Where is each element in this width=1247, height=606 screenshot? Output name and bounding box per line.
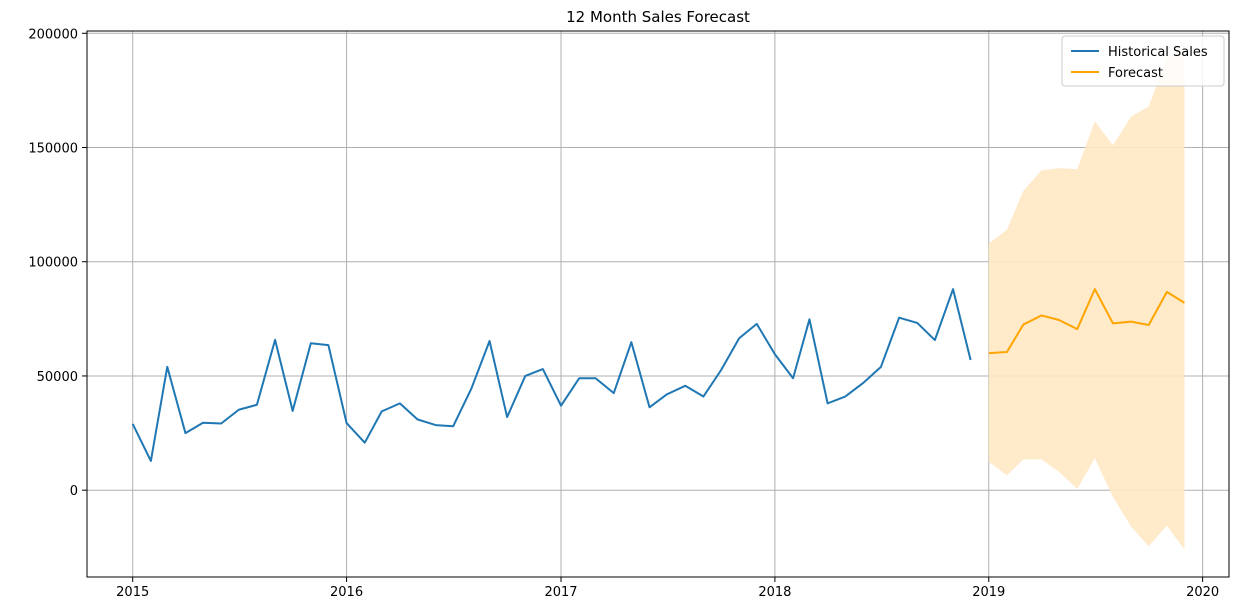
historical-point <box>898 317 900 319</box>
x-tick-label: 2017 <box>544 585 577 600</box>
y-tick-label: 0 <box>70 484 78 499</box>
historical-point <box>560 405 562 407</box>
y-tick-label: 50000 <box>37 370 78 385</box>
forecast-point <box>1130 321 1132 323</box>
historical-point <box>506 416 508 418</box>
series-line-layer <box>131 288 1185 462</box>
historical-point <box>150 460 152 462</box>
x-tick-label: 2018 <box>758 585 791 600</box>
historical-point <box>381 410 383 412</box>
historical-point <box>630 341 632 343</box>
grid-layer <box>87 31 1229 577</box>
historical-point <box>310 342 312 344</box>
forecast-point <box>1112 322 1114 324</box>
confidence-band-layer <box>988 46 1185 550</box>
historical-point <box>399 402 401 404</box>
historical-sales-line <box>131 288 972 462</box>
historical-point <box>256 404 258 406</box>
forecast-point <box>1166 291 1168 293</box>
historical-point <box>934 339 936 341</box>
forecast-line <box>988 288 1185 355</box>
historical-point <box>720 369 722 371</box>
forecast-point <box>1076 328 1078 330</box>
tick-layer: 2015 2016 2017 2018 2019 2020 0 50000 100000 1500… <box>28 27 1219 600</box>
historical-point <box>364 442 366 444</box>
historical-point <box>489 340 491 342</box>
forecast-point <box>1094 288 1096 290</box>
historical-point <box>202 422 204 424</box>
forecast-point <box>1040 314 1042 316</box>
historical-point <box>435 424 437 426</box>
legend-label: Forecast <box>1108 66 1163 81</box>
legend-label: Historical Sales <box>1108 45 1208 60</box>
forecast-point <box>1006 351 1008 353</box>
historical-point <box>844 396 846 398</box>
historical-point <box>132 423 134 425</box>
historical-point <box>916 322 918 324</box>
historical-point <box>595 377 597 379</box>
forecast-confidence-band <box>988 46 1185 550</box>
historical-point <box>274 339 276 341</box>
historical-point <box>702 396 704 398</box>
historical-point <box>184 432 186 434</box>
historical-point <box>542 368 544 370</box>
historical-point <box>327 344 329 346</box>
legend-box <box>1061 35 1225 87</box>
forecast-point <box>1183 302 1185 304</box>
historical-point <box>952 288 954 290</box>
forecast-point <box>1058 319 1060 321</box>
chart-title: 12 Month Sales Forecast <box>566 8 750 26</box>
historical-point <box>774 353 776 355</box>
x-tick-label: 2015 <box>116 585 149 600</box>
historical-point <box>292 410 294 412</box>
historical-point <box>756 323 758 325</box>
x-tick-label: 2016 <box>330 585 363 600</box>
historical-point <box>613 392 615 394</box>
plot-frame <box>86 30 1230 578</box>
historical-point <box>970 359 972 361</box>
historical-point <box>166 366 168 368</box>
y-tick-label: 200000 <box>28 27 78 42</box>
historical-point <box>649 406 651 408</box>
historical-point <box>452 425 454 427</box>
historical-point <box>666 393 668 395</box>
historical-point <box>862 382 864 384</box>
x-tick-label: 2020 <box>1186 585 1219 600</box>
historical-point <box>470 388 472 390</box>
historical-point <box>738 337 740 339</box>
forecast-point <box>1148 324 1150 326</box>
historical-point <box>684 385 686 387</box>
historical-point <box>808 318 810 320</box>
forecast-point <box>1022 324 1024 326</box>
historical-point <box>792 377 794 379</box>
historical-point <box>880 366 882 368</box>
legend: Historical Sales Forecast <box>1061 35 1225 87</box>
y-tick-label: 100000 <box>28 256 78 271</box>
historical-point <box>578 377 580 379</box>
historical-point <box>346 422 348 424</box>
historical-point <box>220 422 222 424</box>
historical-point <box>416 418 418 420</box>
historical-point <box>827 402 829 404</box>
historical-point <box>238 409 240 411</box>
x-tick-label: 2019 <box>972 585 1005 600</box>
forecast-point <box>988 352 990 354</box>
historical-point <box>524 375 526 377</box>
y-tick-label: 150000 <box>28 142 78 157</box>
